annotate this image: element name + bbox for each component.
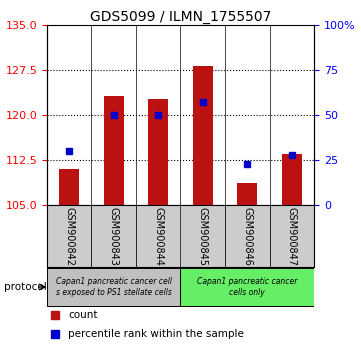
Text: GSM900844: GSM900844: [153, 207, 163, 266]
Text: Capan1 pancreatic cancer
cells only: Capan1 pancreatic cancer cells only: [197, 277, 297, 297]
Bar: [237, 183, 257, 205]
Bar: [104, 96, 124, 205]
FancyBboxPatch shape: [180, 268, 314, 306]
Text: GSM900847: GSM900847: [287, 207, 297, 266]
Text: GSM900843: GSM900843: [109, 207, 119, 266]
Bar: [193, 66, 213, 205]
Text: count: count: [68, 310, 98, 320]
Bar: [148, 99, 168, 205]
Bar: [270, 205, 314, 267]
Text: protocol: protocol: [4, 282, 46, 292]
FancyBboxPatch shape: [47, 268, 180, 306]
Text: GSM900846: GSM900846: [242, 207, 252, 266]
Text: GSM900842: GSM900842: [64, 207, 74, 266]
Bar: [136, 205, 180, 267]
Bar: [59, 169, 79, 205]
Title: GDS5099 / ILMN_1755507: GDS5099 / ILMN_1755507: [90, 10, 271, 24]
Bar: [91, 205, 136, 267]
Text: GSM900845: GSM900845: [198, 207, 208, 266]
Text: Capan1 pancreatic cancer cell
s exposed to PS1 stellate cells: Capan1 pancreatic cancer cell s exposed …: [56, 277, 172, 297]
Bar: [282, 154, 302, 205]
Bar: [225, 205, 270, 267]
Bar: [180, 205, 225, 267]
Bar: [47, 205, 91, 267]
Text: percentile rank within the sample: percentile rank within the sample: [68, 329, 244, 339]
